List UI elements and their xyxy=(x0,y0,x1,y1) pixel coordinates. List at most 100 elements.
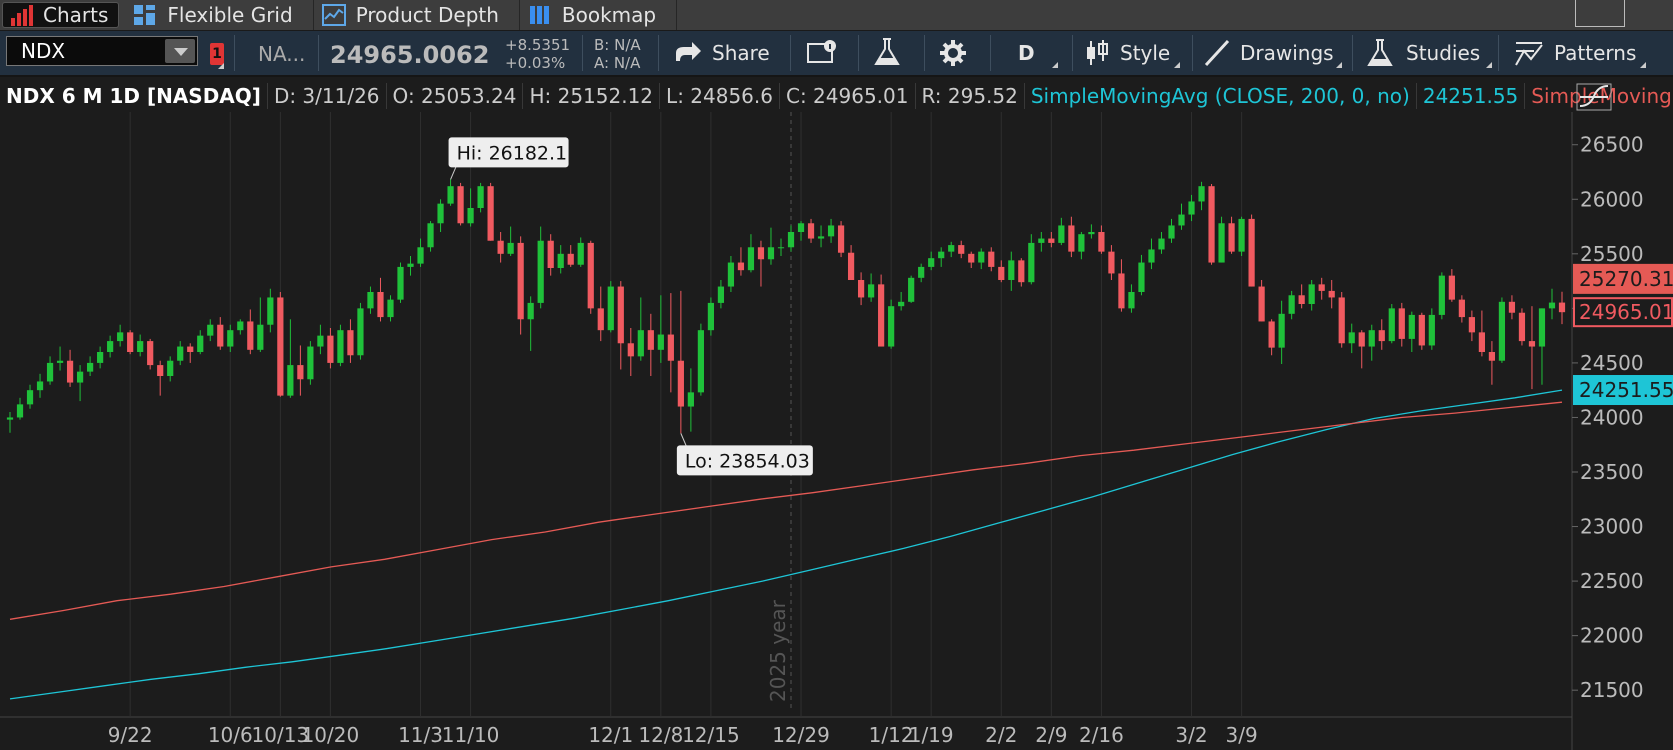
tab-label: Bookmap xyxy=(561,3,657,27)
price-chart[interactable]: 2025 year Hi: 26182.1 Lo: 23854.03 21500 2… xyxy=(0,112,1673,750)
candle-body xyxy=(627,343,634,357)
candle-body xyxy=(437,203,444,224)
candle-body xyxy=(1088,232,1095,235)
y-tick-label: 26500 xyxy=(1580,133,1644,157)
candle-body xyxy=(717,286,725,303)
candle-body xyxy=(958,245,965,254)
tab-bookmap[interactable]: Bookmap xyxy=(520,0,678,30)
candle-body xyxy=(1158,238,1165,250)
candle-body xyxy=(1318,284,1325,291)
candle-body xyxy=(797,223,805,232)
study-sma200-value: 24251.55 xyxy=(1417,83,1526,109)
bid-value: B: N/A xyxy=(594,36,641,54)
chart-info-button[interactable] xyxy=(806,39,840,67)
flask-button[interactable] xyxy=(872,37,906,69)
candle-body xyxy=(357,308,364,356)
bar-chart-icon xyxy=(9,4,33,26)
candle-body xyxy=(16,404,24,418)
gear-icon xyxy=(940,40,966,66)
candle-body xyxy=(267,297,274,325)
study-sma200-label[interactable]: SimpleMovingAvg (CLOSE, 200, 0, no) xyxy=(1025,83,1417,109)
candle-body xyxy=(667,334,674,361)
settings-button[interactable] xyxy=(938,38,970,68)
candle-body xyxy=(1448,275,1455,300)
dropdown-corner-icon xyxy=(1486,62,1492,68)
share-button[interactable]: Share xyxy=(672,36,778,70)
hi-label: Hi: 26182.1 xyxy=(457,142,568,164)
candle-body xyxy=(1098,232,1105,252)
candle-body xyxy=(1518,312,1526,342)
candle-body xyxy=(747,247,755,271)
sma50-line xyxy=(9,401,1563,620)
share-label: Share xyxy=(712,41,770,65)
style-button[interactable]: Style xyxy=(1084,36,1184,70)
candle-body xyxy=(1148,249,1155,263)
x-tick-label: 12/15 xyxy=(682,723,740,747)
candle-body xyxy=(908,277,915,302)
candle-body xyxy=(697,330,704,393)
candle-body xyxy=(127,332,134,352)
candle-body xyxy=(207,324,214,336)
candle-body xyxy=(1038,238,1045,243)
candle-body xyxy=(487,186,494,241)
bar-range: R: 295.52 xyxy=(916,83,1025,109)
candle-body xyxy=(1138,262,1145,292)
x-tick-label: 9/22 xyxy=(108,723,153,747)
candle-body xyxy=(888,306,895,347)
symbol-input[interactable] xyxy=(11,39,171,63)
candle-body xyxy=(497,240,504,254)
candle-body xyxy=(1388,308,1395,342)
tab-flexible-grid[interactable]: Flexible Grid xyxy=(125,0,314,30)
chart-mode-button[interactable] xyxy=(1574,82,1616,112)
x-tick-label: 10/13 xyxy=(252,723,310,747)
candle-body xyxy=(1048,238,1055,243)
y-tick-label: 26000 xyxy=(1580,187,1644,211)
candle-body xyxy=(507,242,514,254)
candle-body xyxy=(1338,297,1345,344)
candle-body xyxy=(1128,292,1135,309)
candle-body xyxy=(1248,218,1255,287)
aggregation-button[interactable]: D xyxy=(1004,36,1066,70)
candle-body xyxy=(1498,301,1506,361)
aggregation-label: D xyxy=(1018,41,1035,65)
candle-body xyxy=(537,240,544,303)
window-detach-button[interactable] xyxy=(1575,0,1625,27)
candle-body xyxy=(337,330,344,363)
symbol-selector[interactable] xyxy=(6,36,198,66)
patterns-icon xyxy=(1515,42,1543,66)
candle-body xyxy=(938,251,945,259)
symbol-dropdown-button[interactable] xyxy=(165,39,195,63)
price-badge-sma50 xyxy=(1573,263,1673,294)
candle-body xyxy=(517,242,524,320)
candle-body xyxy=(1508,301,1516,313)
candle-body xyxy=(1538,308,1546,347)
tab-charts[interactable]: Charts xyxy=(2,2,120,28)
candle-body xyxy=(407,263,414,267)
x-tick-label: 12/8 xyxy=(638,723,683,747)
net-change: +8.5351 xyxy=(505,36,571,54)
candle-body xyxy=(46,362,54,382)
candle-body xyxy=(107,341,114,352)
drawings-button[interactable]: Drawings xyxy=(1204,36,1344,70)
tab-product-depth[interactable]: Product Depth xyxy=(314,0,520,30)
y-tick-label: 22500 xyxy=(1580,569,1644,593)
candle-body xyxy=(1308,284,1315,304)
drawings-label: Drawings xyxy=(1240,41,1334,65)
y-tick-label: 22000 xyxy=(1580,624,1644,648)
info-card-icon xyxy=(807,40,836,63)
candle-body xyxy=(928,258,935,267)
bar-open: O: 25053.24 xyxy=(387,83,524,109)
studies-button[interactable]: Studies xyxy=(1366,36,1494,70)
candle-body xyxy=(587,242,594,309)
patterns-button[interactable]: Patterns xyxy=(1514,36,1648,70)
candle-body xyxy=(727,262,735,287)
bar-date: D: 3/11/26 xyxy=(268,83,387,109)
candle-body xyxy=(968,253,975,263)
lo-label: Lo: 23854.03 xyxy=(685,450,810,472)
candle-body xyxy=(1348,332,1355,344)
candle-body xyxy=(527,302,534,320)
alert-badge[interactable]: 1 xyxy=(210,43,224,65)
candle-body xyxy=(657,334,664,350)
candle-body xyxy=(1218,223,1225,263)
candle-body xyxy=(677,360,684,407)
